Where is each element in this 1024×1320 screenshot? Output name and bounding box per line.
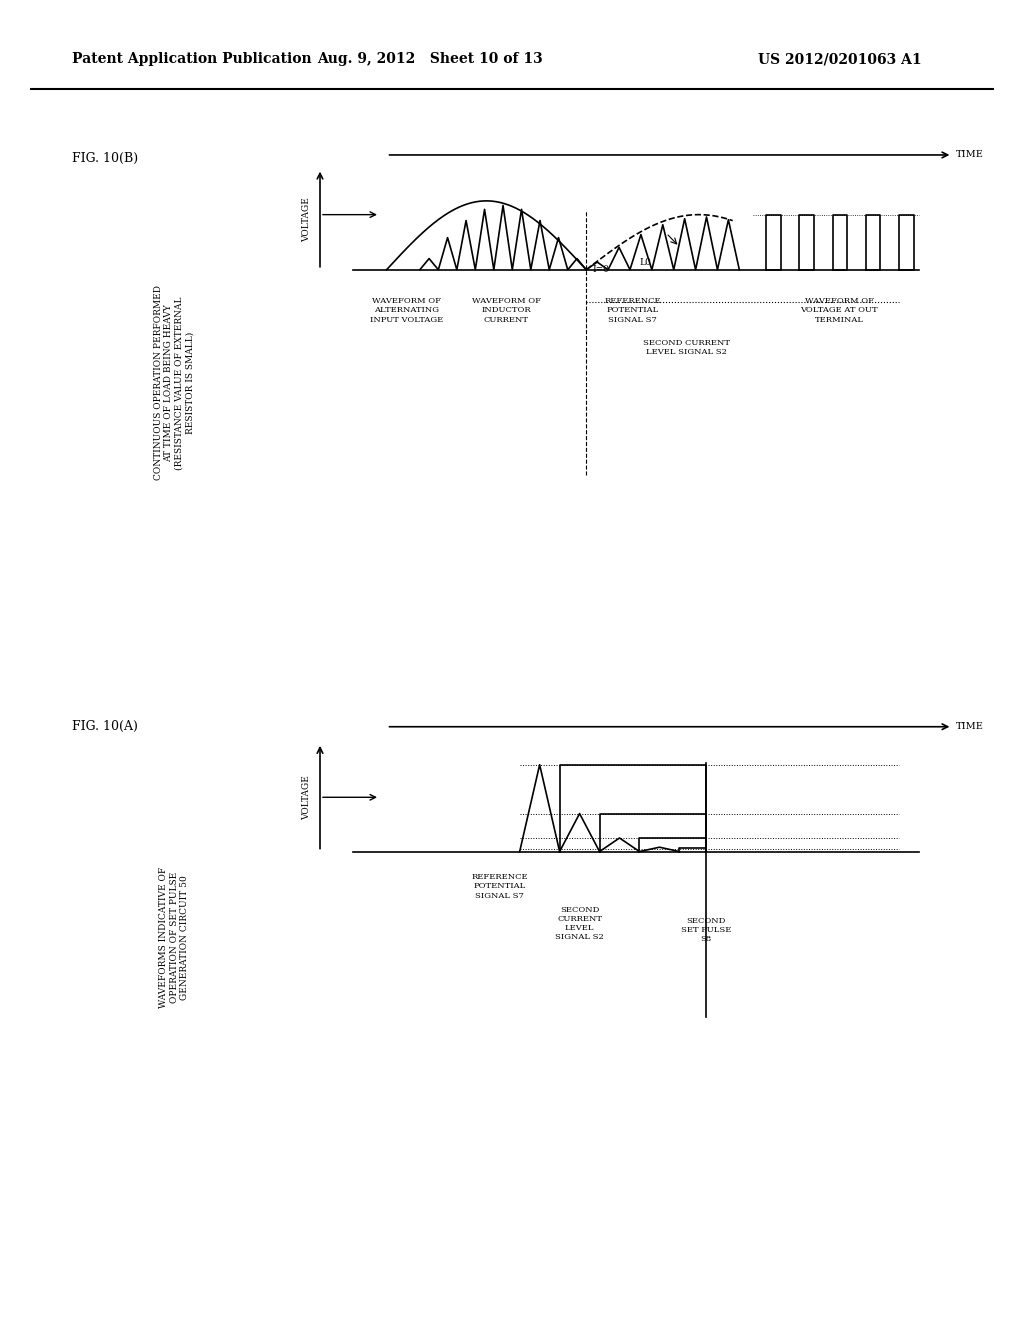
- Text: FIG. 10(A): FIG. 10(A): [72, 719, 137, 733]
- Text: SECOND
SET PULSE
S8: SECOND SET PULSE S8: [681, 916, 731, 942]
- Text: CONTINUOUS OPERATION PERFORMED
AT TIME OF LOAD BEING HEAVY
(RESISTANCE VALUE OF : CONTINUOUS OPERATION PERFORMED AT TIME O…: [154, 285, 195, 480]
- Text: L0: L0: [639, 259, 651, 268]
- Text: Aug. 9, 2012   Sheet 10 of 13: Aug. 9, 2012 Sheet 10 of 13: [317, 53, 543, 66]
- Text: TIME: TIME: [955, 150, 983, 160]
- Text: SECOND CURRENT
LEVEL SIGNAL S2: SECOND CURRENT LEVEL SIGNAL S2: [643, 339, 729, 356]
- Text: I=0: I=0: [593, 265, 609, 275]
- Text: US 2012/0201063 A1: US 2012/0201063 A1: [758, 53, 922, 66]
- Text: REFERENCE
POTENTIAL
SIGNAL S7: REFERENCE POTENTIAL SIGNAL S7: [604, 297, 662, 323]
- Text: TIME: TIME: [955, 722, 983, 731]
- Text: WAVEFORM OF
VOLTAGE AT OUT
TERMINAL: WAVEFORM OF VOLTAGE AT OUT TERMINAL: [801, 297, 878, 323]
- Text: Patent Application Publication: Patent Application Publication: [72, 53, 311, 66]
- Text: REFERENCE
POTENTIAL
SIGNAL S7: REFERENCE POTENTIAL SIGNAL S7: [471, 874, 528, 900]
- Text: FIG. 10(B): FIG. 10(B): [72, 152, 138, 165]
- Text: VOLTAGE: VOLTAGE: [302, 197, 311, 242]
- Text: WAVEFORMS INDICATIVE OF
OPERATION OF SET PULSE
GENERATION CIRCUIT 50: WAVEFORMS INDICATIVE OF OPERATION OF SET…: [159, 866, 189, 1008]
- Text: VOLTAGE: VOLTAGE: [302, 775, 311, 820]
- Text: WAVEFORM OF
ALTERNATING
INPUT VOLTAGE: WAVEFORM OF ALTERNATING INPUT VOLTAGE: [370, 297, 443, 323]
- Text: SECOND
CURRENT
LEVEL
SIGNAL S2: SECOND CURRENT LEVEL SIGNAL S2: [555, 906, 604, 941]
- Text: WAVEFORM OF
INDUCTOR
CURRENT: WAVEFORM OF INDUCTOR CURRENT: [472, 297, 541, 323]
